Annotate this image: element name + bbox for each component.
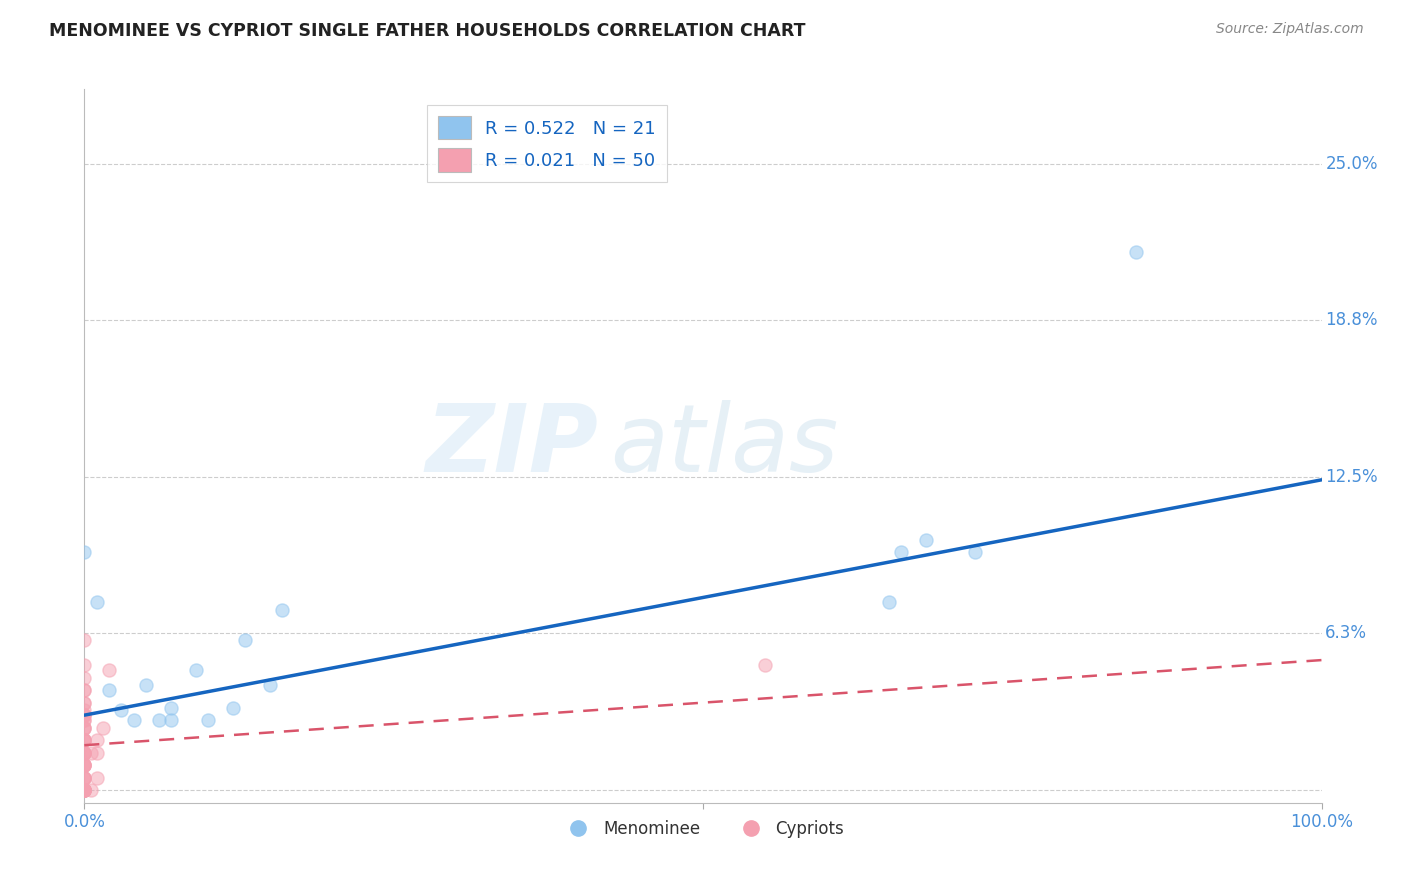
Point <box>73 545 96 559</box>
Point <box>73 713 96 727</box>
Point <box>877 595 900 609</box>
Point <box>79 746 101 760</box>
Point <box>91 721 114 735</box>
Point <box>73 696 96 710</box>
Point <box>73 758 96 772</box>
Point <box>86 595 108 609</box>
Point <box>73 771 96 785</box>
Point <box>233 633 256 648</box>
Point <box>98 683 121 698</box>
Point <box>890 545 912 559</box>
Text: Source: ZipAtlas.com: Source: ZipAtlas.com <box>1216 22 1364 37</box>
Point <box>86 771 108 785</box>
Point <box>73 758 96 772</box>
Point <box>73 771 96 785</box>
Point <box>73 633 96 648</box>
Text: 25.0%: 25.0% <box>1326 155 1378 173</box>
Point <box>86 733 108 747</box>
Point <box>73 783 96 797</box>
Point <box>222 700 245 714</box>
Legend: Menominee, Cypriots: Menominee, Cypriots <box>555 814 851 845</box>
Point <box>73 708 96 723</box>
Point <box>73 733 96 747</box>
Point <box>160 713 183 727</box>
Point <box>73 771 96 785</box>
Point <box>73 783 96 797</box>
Point <box>73 746 96 760</box>
Point <box>73 783 96 797</box>
Point <box>73 783 96 797</box>
Text: atlas: atlas <box>610 401 838 491</box>
Point <box>259 678 281 692</box>
Point <box>148 713 170 727</box>
Point <box>73 713 96 727</box>
Point <box>110 703 132 717</box>
Point <box>914 533 936 547</box>
Point <box>73 658 96 673</box>
Point <box>73 703 96 717</box>
Text: 18.8%: 18.8% <box>1326 310 1378 328</box>
Point <box>73 708 96 723</box>
Point <box>73 783 96 797</box>
Point <box>122 713 145 727</box>
Point <box>73 783 96 797</box>
Point <box>73 696 96 710</box>
Point <box>73 771 96 785</box>
Point <box>73 708 96 723</box>
Point <box>965 545 987 559</box>
Point <box>98 663 121 677</box>
Point <box>73 683 96 698</box>
Point <box>73 721 96 735</box>
Text: MENOMINEE VS CYPRIOT SINGLE FATHER HOUSEHOLDS CORRELATION CHART: MENOMINEE VS CYPRIOT SINGLE FATHER HOUSE… <box>49 22 806 40</box>
Text: 12.5%: 12.5% <box>1326 468 1378 486</box>
Point <box>73 783 96 797</box>
Point <box>754 658 776 673</box>
Point <box>73 783 96 797</box>
Point <box>1125 244 1147 259</box>
Point <box>271 603 294 617</box>
Point <box>197 713 219 727</box>
Point <box>160 700 183 714</box>
Point <box>73 733 96 747</box>
Text: ZIP: ZIP <box>425 400 598 492</box>
Point <box>73 746 96 760</box>
Point <box>73 671 96 685</box>
Point <box>73 683 96 698</box>
Point <box>73 783 96 797</box>
Point <box>73 746 96 760</box>
Point <box>79 783 101 797</box>
Point <box>135 678 157 692</box>
Point <box>73 721 96 735</box>
Point <box>73 758 96 772</box>
Point <box>73 746 96 760</box>
Point <box>184 663 207 677</box>
Point <box>73 721 96 735</box>
Point <box>73 733 96 747</box>
Point <box>73 733 96 747</box>
Text: 6.3%: 6.3% <box>1326 624 1368 641</box>
Point <box>73 758 96 772</box>
Point <box>73 758 96 772</box>
Point <box>86 746 108 760</box>
